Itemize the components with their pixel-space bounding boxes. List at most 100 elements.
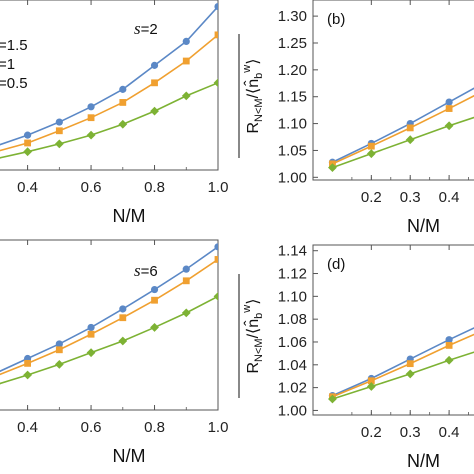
x-tick-label: 0.4: [439, 424, 460, 441]
series-group: [0, 2, 218, 159]
data-point: [119, 305, 127, 313]
data-point: [23, 147, 32, 157]
series-line: [332, 351, 474, 400]
ylabel-superscript: w: [241, 305, 253, 314]
legend-entry: =1.5: [0, 37, 28, 54]
data-point: [405, 135, 415, 145]
plot-frame: [312, 0, 474, 181]
ylabel-main: R: [245, 362, 262, 374]
data-point: [24, 139, 31, 147]
data-point: [86, 348, 96, 358]
y-tick-label: 1.10: [278, 288, 307, 305]
y-tick-label: 1.08: [278, 311, 307, 328]
data-point: [406, 124, 414, 132]
data-point: [55, 118, 63, 126]
data-point: [119, 99, 127, 106]
panel-annotation: s=6: [134, 261, 158, 280]
data-point: [150, 106, 159, 116]
data-point: [214, 31, 218, 39]
data-point: [444, 121, 454, 131]
y-tick-label: 1.02: [278, 380, 307, 397]
data-point: [55, 127, 63, 135]
y-tick-label: 1.14: [278, 243, 307, 260]
data-point: [86, 130, 96, 140]
series-group: [0, 243, 218, 386]
data-point: [118, 336, 128, 346]
y-tick-label: 1.20: [278, 62, 307, 79]
data-point: [182, 277, 190, 285]
x-tick-label: 0.2: [361, 424, 382, 441]
ylabel-hat: n̂: [242, 319, 262, 328]
data-point: [150, 285, 159, 294]
y-tick-label: 1.00: [278, 169, 307, 186]
y-tick-label: 1.06: [278, 334, 307, 351]
x-tick-label: 0.6: [81, 179, 102, 196]
x-tick-label: 0.3: [400, 189, 421, 206]
ylabel-superscript: w: [241, 65, 253, 74]
x-axis-label: N/M: [113, 446, 146, 466]
x-tick-label: 0.2: [361, 189, 382, 206]
ylabel-slash: /⟨: [245, 328, 262, 339]
series-group: [328, 87, 474, 173]
data-point: [182, 37, 190, 46]
panel-c: 0.4 0.6 0.8 1.0 N/M s=6: [0, 239, 229, 466]
panel-a: 0.4 0.6 0.8 1.0 N/M s=2 =1.5 =1 =0.5: [0, 0, 228, 226]
data-point: [328, 394, 337, 404]
ylabel-subscript-b: b: [253, 73, 265, 79]
data-point: [445, 336, 453, 344]
data-point: [445, 98, 453, 106]
y-axis-label: RN<M/⟨n̂bw⟩: [238, 274, 265, 398]
ylabel-subscript: N<M: [253, 98, 265, 122]
data-point: [23, 370, 32, 380]
y-tick-label: 1.10: [278, 116, 307, 133]
data-point: [24, 359, 31, 367]
data-point: [445, 105, 453, 112]
x-tick-label: 0.4: [17, 419, 38, 436]
series-line: [332, 116, 474, 169]
data-point: [366, 382, 376, 391]
ylabel-subscript-b: b: [253, 313, 265, 319]
data-point: [182, 57, 190, 65]
y-tick-label: 1.00: [278, 402, 307, 419]
series-line: [332, 87, 474, 163]
x-tick-label: 1.0: [208, 179, 229, 196]
data-point: [406, 360, 414, 368]
data-point: [151, 79, 158, 87]
data-point: [55, 346, 63, 354]
data-point: [214, 243, 218, 251]
y-tick-label: 1.15: [278, 89, 307, 106]
x-axis-label: N/M: [113, 206, 146, 226]
series-line: [0, 6, 218, 146]
data-point: [119, 85, 127, 93]
data-point: [182, 265, 190, 273]
data-point: [367, 142, 375, 150]
panel-annotation: s=2: [134, 19, 158, 38]
data-point: [55, 340, 63, 348]
legend-entry: =0.5: [0, 75, 28, 92]
x-tick-label: 0.6: [81, 419, 102, 436]
data-point: [150, 323, 159, 332]
ylabel-close: ⟩: [245, 58, 262, 64]
y-tick-label: 1.05: [278, 142, 307, 159]
data-point: [54, 139, 64, 149]
annotation-value: =2: [141, 21, 158, 38]
panel-d: 0.20.30.40.1.001.021.041.061.081.101.121…: [238, 243, 474, 471]
panel-b: 0.20.30.40.1.001.051.101.151.201.251.30N…: [238, 0, 474, 236]
data-point: [405, 369, 415, 379]
x-tick-label: 0.4: [439, 189, 460, 206]
data-point: [24, 131, 32, 139]
data-point: [87, 114, 95, 122]
data-point: [87, 323, 95, 332]
data-point: [444, 355, 454, 365]
ylabel-hat: n̂: [242, 79, 262, 88]
data-point: [213, 291, 218, 301]
x-tick-label: 0.8: [144, 419, 165, 436]
legend-entry: =1: [0, 56, 15, 73]
annotation-symbol: s: [134, 261, 141, 280]
ylabel-slash: /⟨: [245, 88, 262, 99]
x-tick-label: 0.3: [400, 424, 421, 441]
data-point: [87, 103, 95, 111]
data-point: [214, 256, 218, 263]
y-axis-label-text: RN<M/⟨n̂bw⟩: [241, 58, 265, 133]
x-tick-label: 1.0: [208, 419, 229, 436]
